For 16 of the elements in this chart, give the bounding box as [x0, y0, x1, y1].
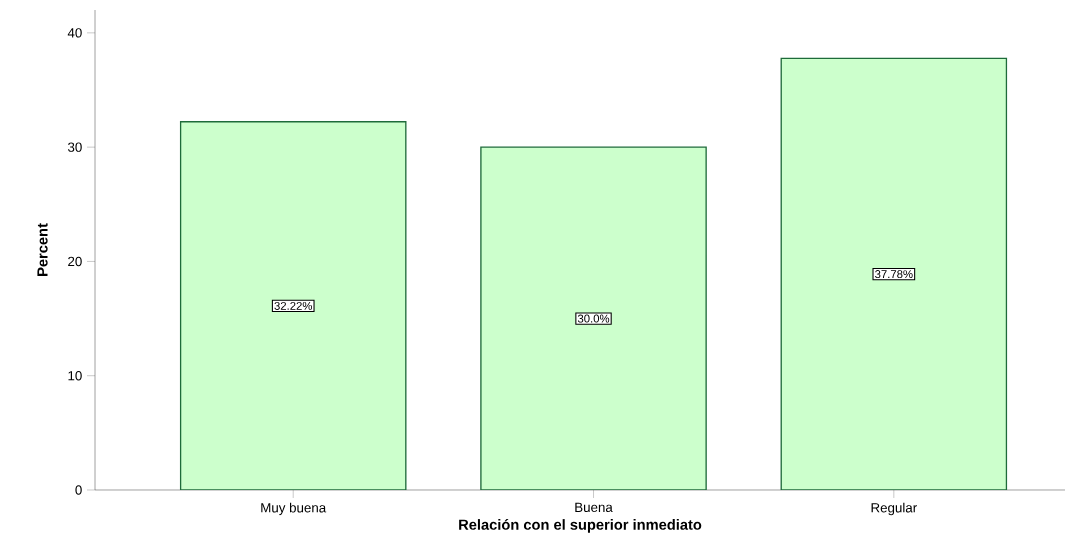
bar [179, 121, 407, 490]
x-tick-label: Buena [575, 502, 613, 513]
y-tick-label: 40 [67, 28, 82, 38]
data-label: 32.22% [274, 301, 313, 310]
bar [780, 57, 1008, 490]
data-label: 37.78% [875, 270, 913, 279]
x-tick-label: Regular [871, 502, 917, 516]
y-tick-label: 20 [68, 256, 82, 267]
y-tick-label: 10 [68, 371, 82, 381]
y-tick-label: 30 [67, 142, 82, 152]
y-tick-label: 0 [75, 485, 82, 495]
data-label: 30.0% [577, 314, 610, 323]
x-axis-title: Relación con el superior inmediato [459, 518, 702, 533]
y-axis-title: Percent [37, 223, 48, 276]
x-tick-label: Muy buena [261, 502, 327, 516]
bar [480, 146, 707, 490]
